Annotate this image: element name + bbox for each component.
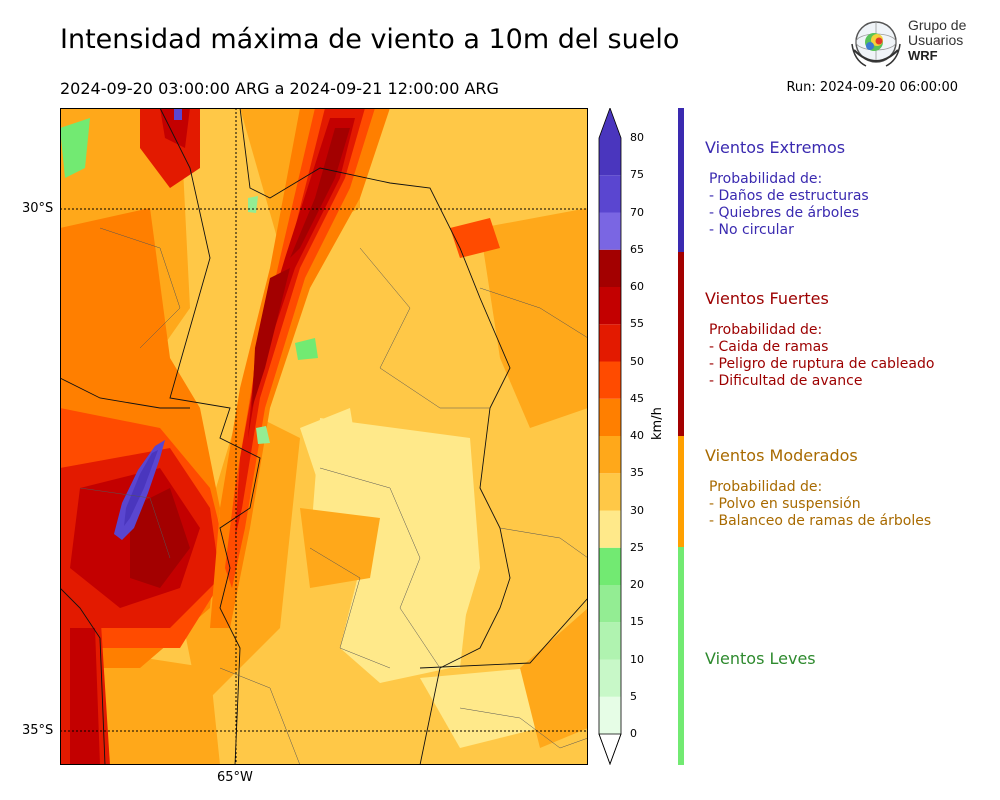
category-bar: [678, 108, 684, 252]
colorbar-segment: [599, 138, 621, 176]
colorbar-segment: [599, 585, 621, 623]
colorbar-unit: km/h: [650, 407, 665, 440]
colorbar-tick-label: 15: [630, 615, 644, 629]
category-bar: [678, 436, 684, 547]
colorbar-segment: [599, 175, 621, 213]
colorbar-tick-label: 65: [630, 242, 644, 256]
category-title: Vientos Leves: [705, 649, 816, 668]
colorbar-tick-label: 30: [630, 503, 644, 517]
colorbar-segment: [599, 398, 621, 436]
category-item: - Dificultad de avance: [709, 373, 863, 389]
globe-logo-icon: [851, 21, 901, 67]
colorbar-extend-down: [598, 733, 622, 765]
category-title: Vientos Extremos: [705, 138, 846, 157]
colorbar-tick-label: 10: [630, 652, 644, 666]
lat-label-30s: 30°S: [22, 201, 54, 216]
colorbar-extend-up: [599, 108, 621, 138]
colorbar-tick-label: 0: [630, 727, 637, 740]
colorbar-tick-label: 50: [630, 354, 644, 368]
colorbar-tick-label: 55: [630, 317, 644, 331]
colorbar-segment: [599, 473, 621, 511]
colorbar-segment: [599, 696, 621, 734]
category-block: Vientos Fuertes Probabilidad de: - Caida d…: [705, 289, 934, 390]
colorbar-segment: [599, 659, 621, 697]
map-title: Intensidad máxima de viento a 10m del su…: [60, 24, 680, 55]
category-item: - Caida de ramas: [709, 339, 829, 355]
category-block: Vientos Moderados Probabilidad de: - Polvo…: [705, 446, 931, 530]
colorbar-segment: [599, 622, 621, 660]
category-item: - Peligro de ruptura de cableado: [709, 356, 935, 372]
colorbar-tick-label: 45: [630, 391, 644, 405]
colorbar-segment: [599, 547, 621, 585]
valid-period: 2024-09-20 03:00:00 ARG a 2024-09-21 12:…: [60, 79, 499, 98]
category-title: Vientos Moderados: [705, 446, 858, 465]
colorbar-segment: [599, 436, 621, 474]
logo-text-line3: WRF: [908, 48, 938, 63]
colorbar-segment: [599, 212, 621, 250]
colorbar-tick-label: 5: [630, 689, 637, 703]
colorbar: [598, 108, 622, 765]
colorbar-tick-label: 70: [630, 205, 644, 219]
category-intro: Probabilidad de:: [709, 171, 823, 187]
category-intro: Probabilidad de:: [709, 479, 823, 495]
category-block: Vientos Extremos Probabilidad de: - Daños …: [705, 138, 869, 239]
category-item: - No circular: [709, 222, 794, 238]
category-block: Vientos Leves: [705, 649, 816, 678]
colorbar-tick-label: 25: [630, 540, 644, 554]
run-time: Run: 2024-09-20 06:00:00: [786, 80, 958, 95]
category-item: - Polvo en suspensión: [709, 496, 861, 512]
colorbar-tick-label: 20: [630, 578, 644, 591]
colorbar-tick-label: 40: [630, 429, 644, 442]
colorbar-tick-label: 75: [630, 168, 644, 182]
category-intro: Probabilidad de:: [709, 322, 823, 338]
colorbar-tick-label: 80: [630, 131, 644, 144]
wind-map: [60, 108, 588, 765]
category-item: - Daños de estructuras: [709, 188, 869, 204]
colorbar-segment: [599, 287, 621, 325]
grupo-usuarios-wrf-logo: Grupo de Usuarios WRF: [848, 16, 968, 72]
colorbar-segment: [599, 324, 621, 362]
logo-text-line2: Usuarios: [908, 32, 964, 48]
category-title: Vientos Fuertes: [705, 289, 829, 308]
colorbar-segment: [599, 361, 621, 399]
category-item: - Quiebres de árboles: [709, 205, 860, 221]
colorbar-tick-label: 60: [630, 280, 644, 293]
colorbar-segment: [599, 510, 621, 548]
logo-text-line1: Grupo de: [908, 17, 967, 33]
colorbar-tick-label: 35: [630, 466, 644, 480]
category-bar: [678, 252, 684, 436]
colorbar-segment: [599, 249, 621, 287]
category-bar: [678, 547, 684, 765]
lat-label-35s: 35°S: [22, 723, 54, 738]
category-item: - Balanceo de ramas de árboles: [709, 513, 932, 529]
lon-label-65w: 65°W: [217, 770, 253, 785]
